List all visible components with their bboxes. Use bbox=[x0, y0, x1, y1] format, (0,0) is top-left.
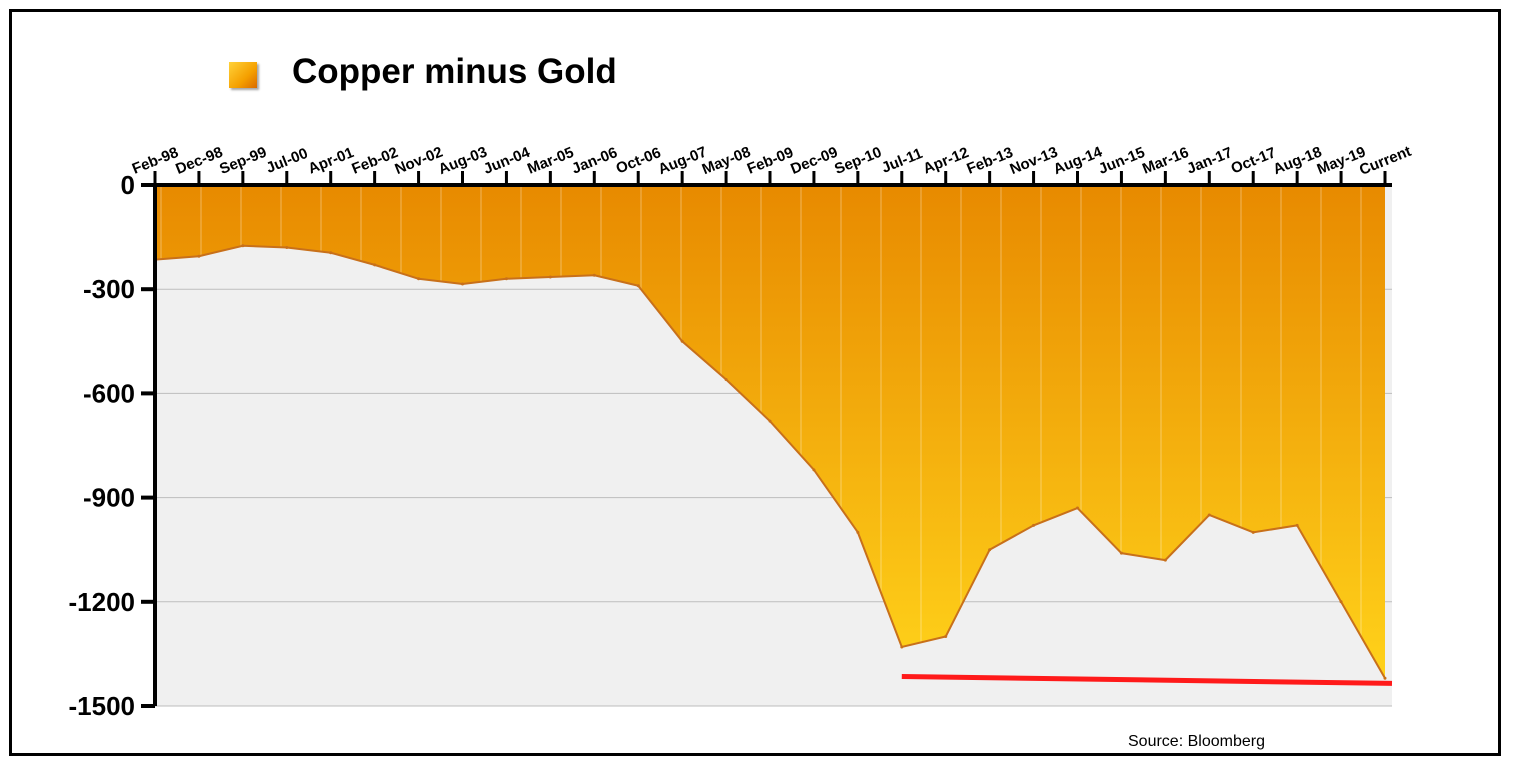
data-point bbox=[944, 635, 948, 639]
data-point bbox=[1383, 676, 1387, 680]
data-point bbox=[285, 246, 289, 250]
data-point bbox=[592, 273, 596, 277]
chart-title: Copper minus Gold bbox=[292, 52, 617, 91]
data-point bbox=[724, 378, 728, 382]
data-point bbox=[548, 275, 552, 279]
y-tick-label: -1500 bbox=[69, 691, 136, 721]
data-point bbox=[856, 530, 860, 534]
y-tick-label: -300 bbox=[83, 274, 135, 304]
data-point bbox=[1163, 558, 1167, 562]
data-point bbox=[1339, 600, 1343, 604]
y-tick-label: -600 bbox=[83, 378, 135, 408]
data-point bbox=[1251, 530, 1255, 534]
data-point bbox=[504, 277, 508, 281]
data-point bbox=[988, 548, 992, 552]
data-point bbox=[329, 251, 333, 255]
data-point bbox=[636, 284, 640, 288]
data-point bbox=[197, 254, 201, 258]
data-point bbox=[680, 339, 684, 343]
data-point bbox=[1076, 506, 1079, 510]
data-point bbox=[1119, 551, 1123, 555]
data-point bbox=[417, 277, 421, 281]
support-line bbox=[901, 673, 1393, 686]
y-tick-label: -900 bbox=[83, 483, 135, 513]
series-area-texture bbox=[155, 185, 1385, 679]
data-point bbox=[900, 645, 904, 649]
data-point bbox=[1207, 513, 1211, 517]
data-point bbox=[1295, 523, 1299, 527]
source-note: Source: Bloomberg bbox=[1128, 733, 1265, 750]
data-point bbox=[373, 263, 377, 267]
y-tick-label: 0 bbox=[121, 170, 135, 200]
data-point bbox=[461, 282, 464, 286]
data-point bbox=[241, 244, 245, 248]
data-point bbox=[768, 419, 772, 423]
data-point bbox=[1032, 523, 1036, 527]
data-point bbox=[812, 468, 816, 472]
legend-swatch-icon bbox=[229, 62, 257, 88]
y-tick-label: -1200 bbox=[69, 587, 136, 617]
